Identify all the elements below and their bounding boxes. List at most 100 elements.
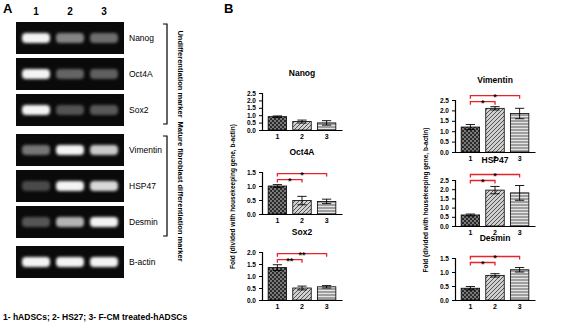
significance-label: * [300, 170, 304, 180]
y-tick: 1.0 [247, 183, 262, 190]
y-axis-line [259, 253, 263, 301]
gel-band [22, 105, 50, 115]
y-tick-mark [452, 180, 455, 181]
bar [268, 268, 286, 300]
gel-row [16, 58, 124, 90]
gel-row [16, 246, 124, 278]
x-tick-label: 2 [300, 217, 304, 224]
y-tick-mark [259, 115, 262, 116]
y-tick-label: 1.5 [247, 261, 256, 268]
x-tick: 2 [300, 300, 304, 310]
y-tick-label: 2.0 [247, 97, 256, 104]
x-tick: 3 [325, 214, 329, 224]
y-tick: 1.5 [247, 169, 262, 176]
significance-label: * [481, 177, 485, 187]
group-bracket [163, 136, 167, 236]
x-axis-line [456, 226, 536, 227]
y-axis-line [259, 173, 263, 215]
y-tick-mark [259, 288, 262, 289]
error-bar [466, 214, 475, 216]
gel-band [56, 33, 84, 43]
y-tick-label: 1.0 [247, 273, 256, 280]
x-tick-label: 2 [300, 303, 304, 310]
x-tick-label: 1 [468, 229, 472, 236]
error-bar [273, 265, 282, 271]
x-tick: 3 [518, 226, 522, 236]
x-tick: 1 [468, 300, 472, 310]
plot-area [268, 265, 336, 300]
bar [486, 108, 504, 152]
x-tick-label: 2 [300, 133, 304, 140]
error-bar [322, 121, 331, 125]
gel-band [56, 69, 84, 79]
x-tick: 1 [468, 226, 472, 236]
x-tick-label: 3 [325, 133, 329, 140]
x-tick-label: 3 [518, 155, 522, 162]
gel-row-label: Oct4A [129, 69, 153, 79]
error-bar [297, 196, 306, 204]
y-tick-mark [452, 258, 455, 259]
y-tick-label: 1.0 [440, 269, 449, 276]
chart: HSP470.00.51.01.52.02.5123** [440, 155, 536, 236]
x-tick-label: 1 [275, 303, 279, 310]
y-tick-mark [452, 131, 455, 132]
x-tick-label: 3 [518, 229, 522, 236]
y-tick-label: 1.5 [247, 104, 256, 111]
gel-row [16, 206, 124, 238]
y-tick-label: 2.0 [440, 107, 449, 114]
error-bar [490, 274, 499, 277]
error-bar [490, 186, 499, 193]
y-tick: 1.0 [440, 204, 455, 211]
gel-row [16, 22, 124, 54]
gel-band [56, 105, 84, 115]
y-tick: 2.0 [247, 97, 262, 104]
y-tick-mark [259, 264, 262, 265]
error-bar [322, 199, 331, 203]
gel-row [16, 134, 124, 166]
error-bar [466, 125, 475, 130]
y-tick: 0.5 [247, 285, 262, 292]
y-tick-mark [259, 108, 262, 109]
x-axis-line [263, 300, 343, 301]
y-tick-mark [452, 208, 455, 209]
panel-label: B [224, 1, 233, 16]
y-axis-line [259, 94, 263, 131]
y-tick: 0.0 [247, 211, 262, 218]
error-bar [515, 186, 524, 201]
significance-label: * [481, 259, 485, 269]
error-bar [273, 116, 282, 117]
chart-title: Nanog [289, 68, 315, 78]
significance-label: * [481, 98, 485, 108]
y-tick: 1.0 [440, 269, 455, 276]
gel-band [22, 257, 50, 267]
lane-label: 3 [101, 6, 107, 17]
y-tick-label: 1.5 [440, 195, 449, 202]
significance-label: * [493, 92, 497, 102]
x-tick-label: 1 [275, 133, 279, 140]
error-bar [490, 107, 499, 110]
y-tick-label: 0.0 [440, 223, 449, 230]
y-tick-label: 1.0 [247, 112, 256, 119]
gel-row-label: B-actin [129, 257, 156, 267]
x-axis: 1 2 3 [263, 130, 343, 140]
gel-band [56, 257, 84, 267]
lane-label: 1 [33, 6, 39, 17]
gel-band [22, 69, 50, 79]
chart-title: Desmin [480, 233, 511, 243]
y-tick: 2.0 [440, 107, 455, 114]
y-tick: 0.0 [440, 223, 455, 230]
error-bar [515, 108, 524, 118]
error-bar [297, 120, 306, 123]
y-axis: 0.00.51.01.52.02.5 [247, 90, 263, 134]
chart-title: Vimentin [477, 75, 513, 85]
bar [486, 190, 504, 226]
y-tick-mark [452, 198, 455, 199]
y-tick: 1.5 [247, 104, 262, 111]
y-tick-label: 2.0 [247, 249, 256, 256]
gel-band [22, 145, 50, 155]
y-tick-label: 2.0 [440, 186, 449, 193]
group-label: Undifferentiation marker [176, 30, 185, 117]
caption: 1- hADSCs; 2- HS27; 3- F-CM treated-hADS… [3, 312, 187, 322]
y-tick-mark [259, 300, 262, 301]
y-tick: 1.5 [440, 255, 455, 262]
